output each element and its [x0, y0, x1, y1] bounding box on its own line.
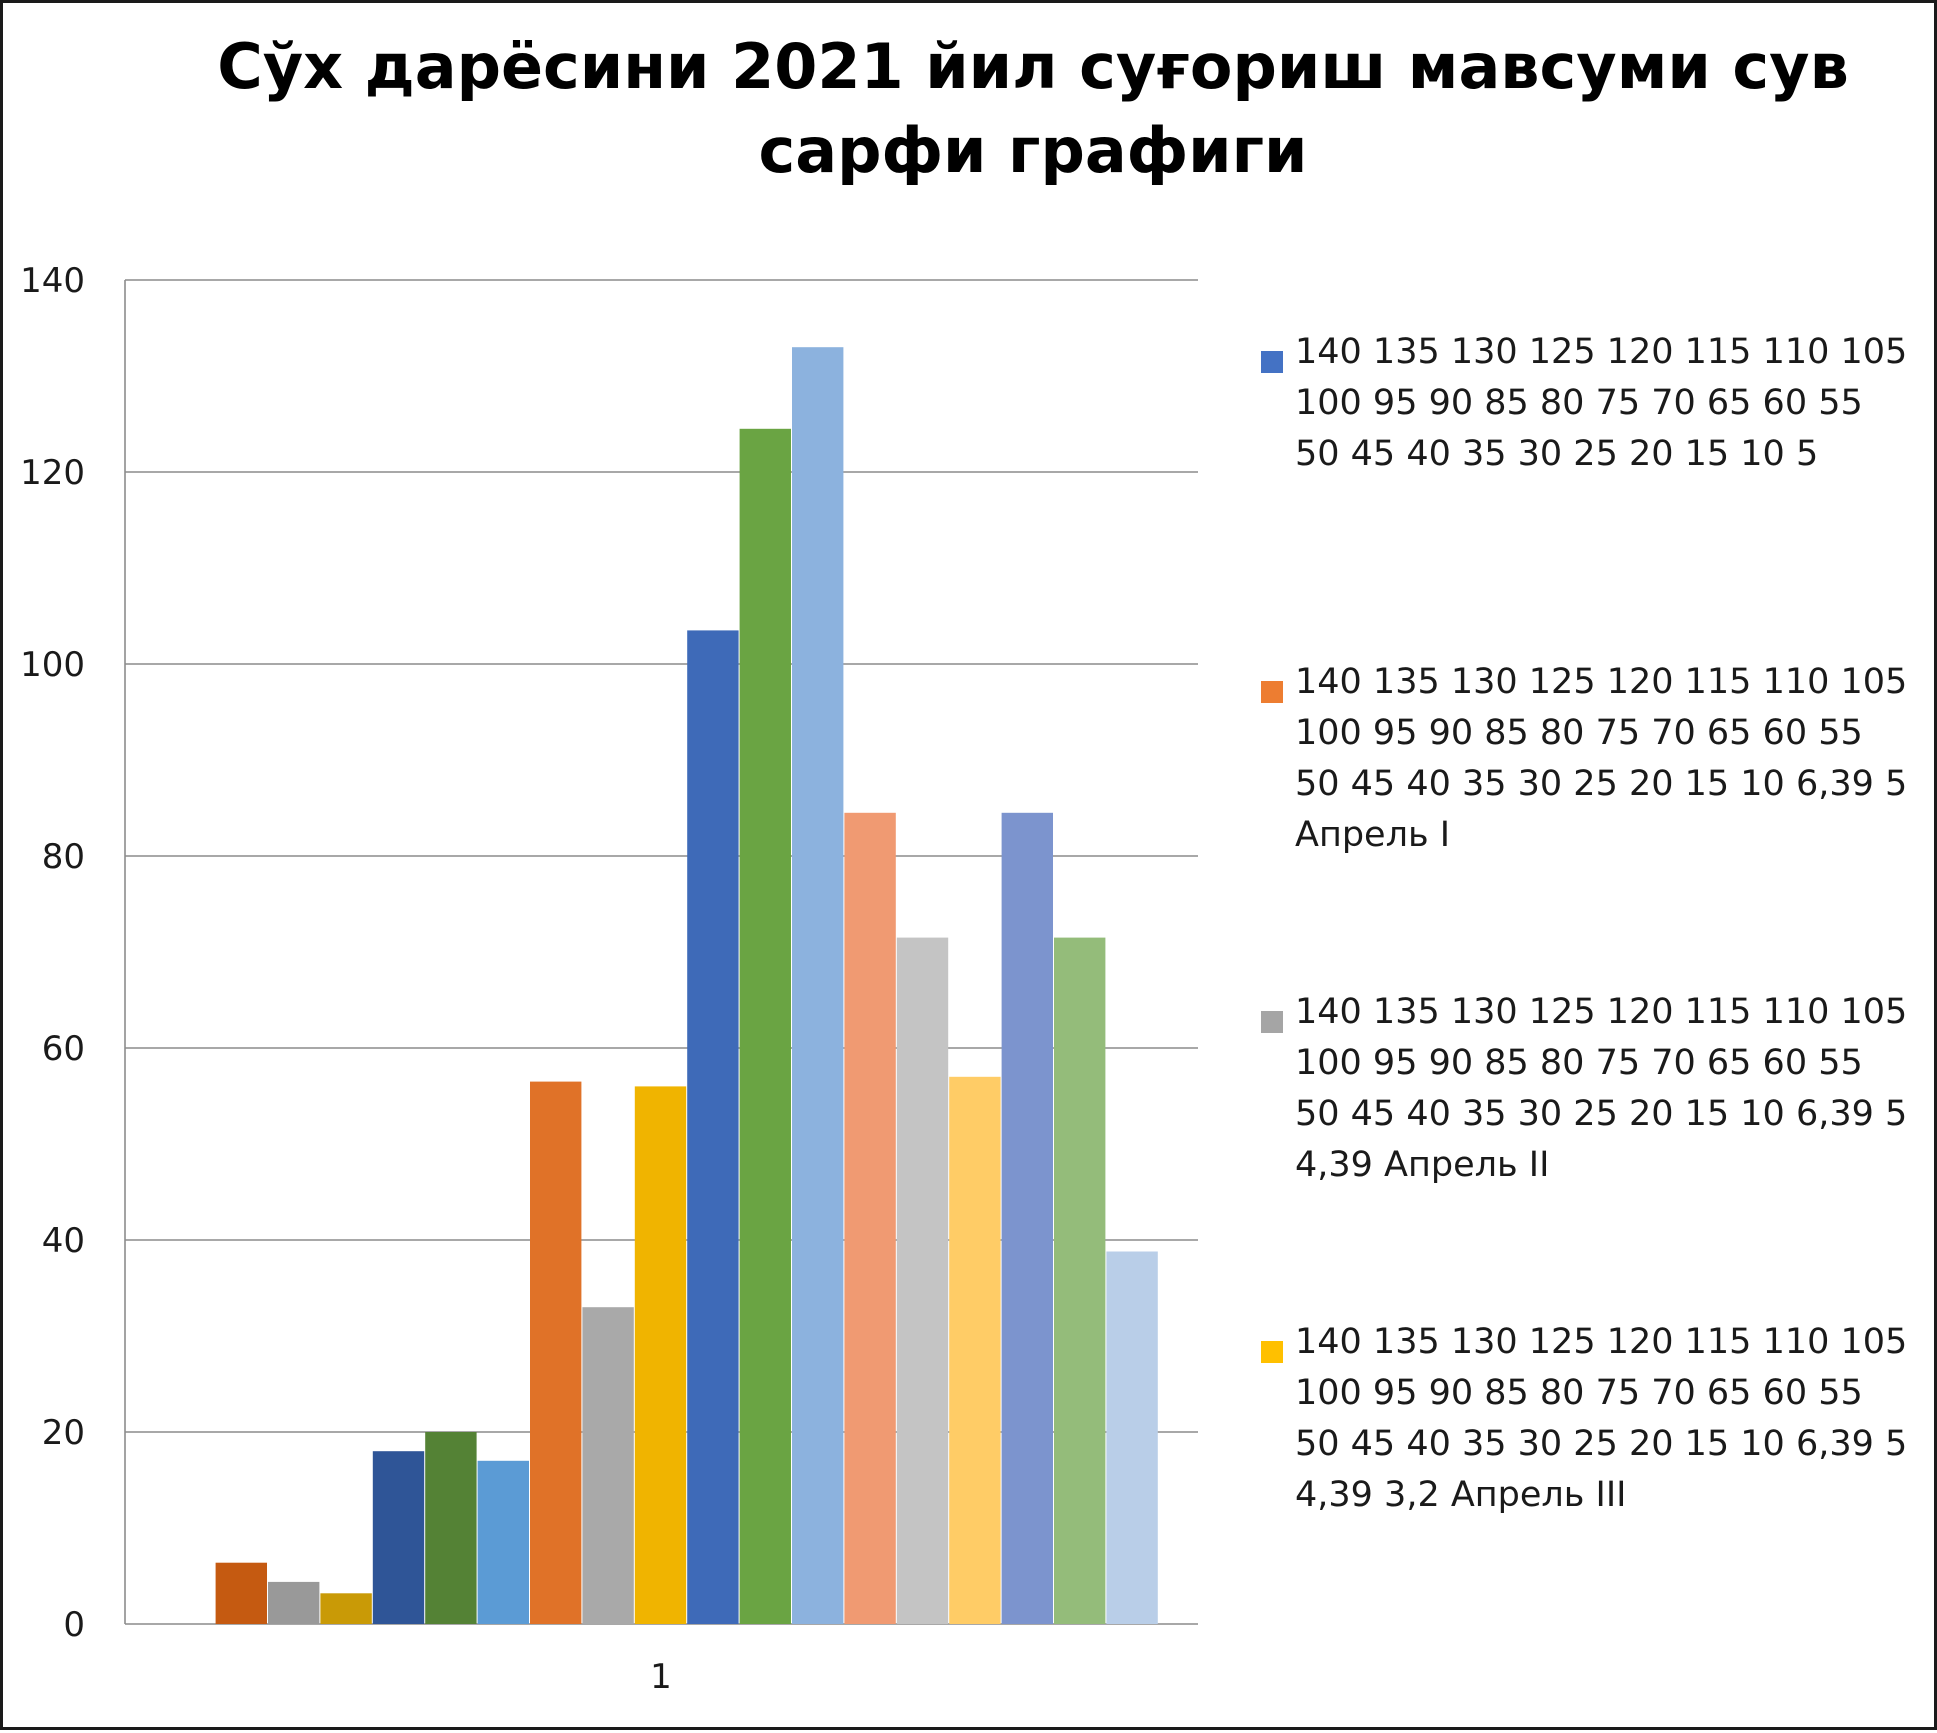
bar-series-15: [896, 937, 949, 1624]
y-tick-label: 20: [42, 1413, 85, 1453]
y-tick-label: 60: [42, 1029, 85, 1069]
legend-label: 140 135 130 125 120 115 110 105 100 95 9…: [1295, 332, 1908, 474]
bar-series-17: [1001, 812, 1053, 1624]
legend-swatch: [1261, 681, 1283, 703]
bar-series-19: [1106, 1251, 1158, 1624]
bar-series-5: [372, 1451, 425, 1624]
bar-series-6: [425, 1432, 477, 1624]
bar-series-14: [844, 812, 896, 1624]
x-tick-label: 1: [650, 1657, 672, 1697]
y-tick-label: 100: [20, 645, 85, 685]
bar-series-18: [1054, 937, 1106, 1624]
y-tick-label: 120: [20, 453, 85, 493]
legend-swatch: [1261, 1011, 1283, 1033]
bar-series-10: [634, 1086, 687, 1624]
bar-chart: 0 20 40 60 80 100 120 140 1: [20, 261, 1198, 1697]
bar-series-7: [477, 1460, 529, 1624]
chart-title: Сўх дарёсини 2021 йил суғориш мавсуми су…: [217, 30, 1849, 187]
bar-series-12: [739, 428, 791, 1624]
y-tick-label: 80: [42, 837, 85, 877]
y-tick-label: 0: [63, 1605, 85, 1645]
bar-series-16: [949, 1076, 1001, 1624]
bar-series-2: [215, 1562, 267, 1624]
bar-series-11: [687, 630, 739, 1624]
legend-swatch: [1261, 1341, 1283, 1363]
legend-label: 140 135 130 125 120 115 110 105 100 95 9…: [1295, 662, 1908, 855]
legend-swatch: [1261, 351, 1283, 373]
bar-series-8: [530, 1081, 582, 1624]
legend-label: 140 135 130 125 120 115 110 105 100 95 9…: [1295, 992, 1908, 1185]
bar-series-9: [582, 1307, 634, 1624]
y-tick-label: 140: [20, 261, 85, 301]
bar-series-3: [268, 1581, 320, 1624]
y-tick-label: 40: [42, 1221, 85, 1261]
bar-series-4: [320, 1593, 372, 1624]
legend-label: 140 135 130 125 120 115 110 105 100 95 9…: [1295, 1322, 1908, 1515]
bar-series-13: [792, 347, 844, 1625]
